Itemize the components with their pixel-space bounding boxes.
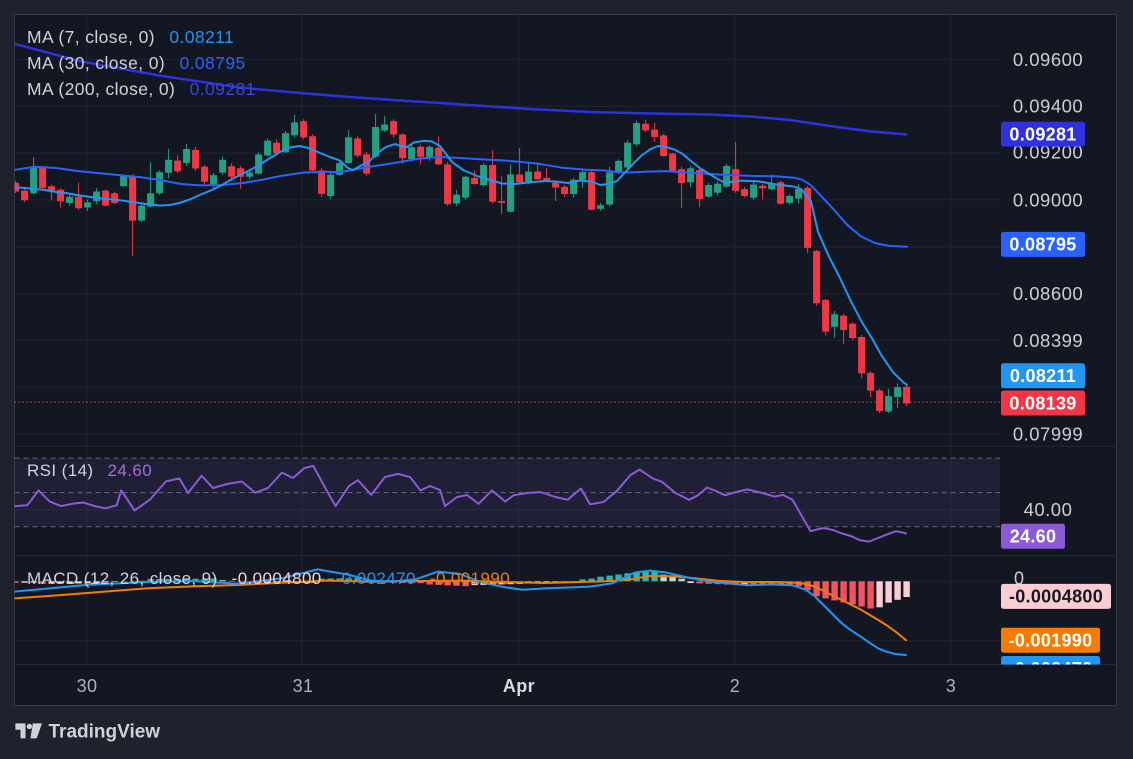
- svg-text:0.08139: 0.08139: [1009, 393, 1076, 413]
- svg-text:Apr: Apr: [503, 676, 535, 696]
- svg-text:0.08211: 0.08211: [1010, 366, 1076, 386]
- svg-text:-0.001990: -0.001990: [1009, 631, 1093, 651]
- svg-text:0.09281: 0.09281: [1009, 124, 1076, 144]
- svg-text:30: 30: [77, 676, 98, 696]
- svg-text:2: 2: [730, 676, 740, 696]
- svg-text:0.08795: 0.08795: [1009, 235, 1076, 255]
- svg-text:0.09000: 0.09000: [1013, 189, 1083, 210]
- svg-text:0.09600: 0.09600: [1013, 49, 1083, 70]
- svg-text:-0.0004800: -0.0004800: [1009, 587, 1103, 607]
- svg-text:MA (7, close, 0) 0.08211: MA (7, close, 0) 0.08211: [27, 27, 234, 47]
- svg-text:MACD (12, 26, close, 9) -0.00: MACD (12, 26, close, 9) -0.0004800 -0.00…: [27, 569, 510, 588]
- svg-text:0.08399: 0.08399: [1013, 330, 1083, 351]
- svg-text:0.09200: 0.09200: [1013, 142, 1083, 163]
- svg-text:0.09400: 0.09400: [1013, 95, 1083, 116]
- svg-text:24.60: 24.60: [1010, 527, 1057, 547]
- svg-text:3: 3: [946, 676, 956, 696]
- svg-text:-0.002470: -0.002470: [1009, 659, 1093, 679]
- svg-text:0.07999: 0.07999: [1013, 424, 1083, 445]
- svg-text:40.00: 40.00: [1024, 499, 1073, 520]
- svg-text:TradingView: TradingView: [49, 722, 161, 743]
- svg-text:31: 31: [293, 676, 314, 696]
- svg-text:MA (200, close, 0) 0.09281: MA (200, close, 0) 0.09281: [27, 79, 256, 99]
- svg-text:RSI (14) 24.60: RSI (14) 24.60: [27, 461, 152, 480]
- svg-text:MA (30, close, 0) 0.08795: MA (30, close, 0) 0.08795: [27, 53, 246, 73]
- svg-text:0.08600: 0.08600: [1013, 283, 1083, 304]
- svg-text:0: 0: [1014, 569, 1024, 589]
